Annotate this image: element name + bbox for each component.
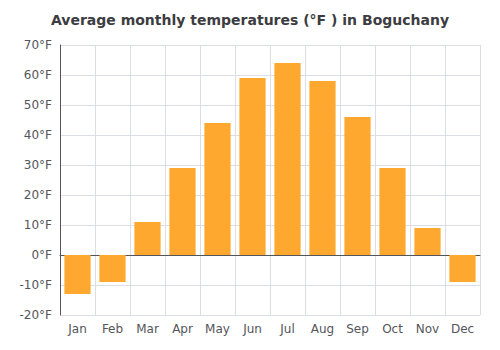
svg-text:-20°F: -20°F xyxy=(19,308,52,322)
svg-text:May: May xyxy=(205,322,230,336)
svg-text:Aug: Aug xyxy=(311,322,334,336)
svg-text:Mar: Mar xyxy=(136,322,159,336)
svg-text:Average monthly temperatures (: Average monthly temperatures (°F ) in Bo… xyxy=(51,12,449,28)
svg-text:Apr: Apr xyxy=(172,322,193,336)
svg-text:0°F: 0°F xyxy=(31,248,52,262)
svg-text:Feb: Feb xyxy=(102,322,123,336)
svg-text:40°F: 40°F xyxy=(24,128,52,142)
svg-text:Sep: Sep xyxy=(346,322,369,336)
svg-text:Nov: Nov xyxy=(416,322,439,336)
svg-text:Jul: Jul xyxy=(279,322,294,336)
svg-text:20°F: 20°F xyxy=(24,188,52,202)
svg-text:Jan: Jan xyxy=(67,322,87,336)
svg-text:Dec: Dec xyxy=(451,322,474,336)
svg-text:10°F: 10°F xyxy=(24,218,52,232)
svg-text:-10°F: -10°F xyxy=(19,278,52,292)
svg-text:Oct: Oct xyxy=(382,322,403,336)
svg-text:50°F: 50°F xyxy=(24,98,52,112)
svg-text:70°F: 70°F xyxy=(24,38,52,52)
svg-text:60°F: 60°F xyxy=(24,68,52,82)
svg-text:30°F: 30°F xyxy=(24,158,52,172)
svg-text:Jun: Jun xyxy=(242,322,262,336)
